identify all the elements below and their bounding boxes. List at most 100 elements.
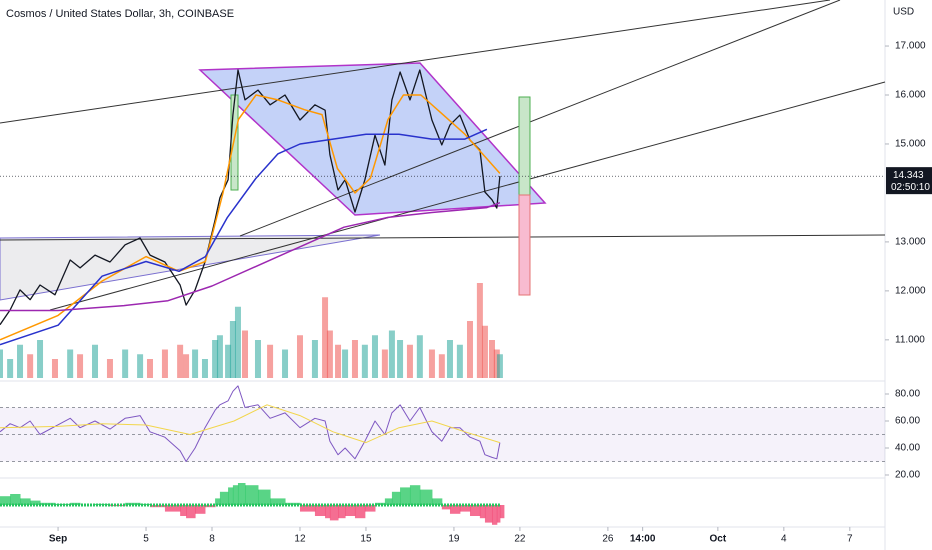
x-tick-label: 4 (781, 534, 787, 545)
volume-bar (17, 344, 24, 378)
volume-bar (216, 335, 223, 378)
volume-bar (476, 283, 483, 378)
x-tick-label: 14:00 (630, 534, 656, 545)
volume-bar (77, 354, 84, 378)
volume-bar (92, 344, 99, 378)
x-tick-label: 19 (448, 534, 460, 545)
y-tick-label: 20.00 (895, 470, 920, 481)
volume-bar (416, 335, 423, 378)
oscillator-bar (228, 487, 234, 505)
oscillator-bar (345, 505, 356, 516)
last-price-label: 14.343 (893, 170, 924, 181)
volume-bar (456, 344, 463, 378)
oscillator-bar (354, 505, 366, 519)
oscillator-bar (391, 491, 401, 505)
volume-bar (0, 349, 3, 378)
volume-bar (311, 340, 318, 378)
volume-bar (67, 349, 74, 378)
y-tick-label: 12.000 (895, 286, 926, 297)
x-tick-label: Oct (710, 534, 727, 545)
oscillator-bar (245, 485, 259, 505)
moving-average (0, 128, 488, 346)
oscillator-bar (431, 498, 443, 505)
oscillator-bar (384, 498, 393, 505)
volume-bar (446, 340, 453, 378)
volume-bar (351, 340, 358, 378)
volume-bar (212, 340, 219, 378)
oscillator-bar (232, 485, 239, 505)
volume-bar (342, 349, 349, 378)
volume-bar (496, 354, 503, 378)
y-tick-label: 40.00 (895, 443, 920, 454)
oscillator-bar (325, 505, 331, 519)
oscillator-bar (409, 485, 421, 505)
volume-bar (481, 325, 488, 378)
volume-bar (335, 344, 342, 378)
volume-bar (242, 330, 249, 378)
y-tick-label: 15.000 (895, 139, 926, 150)
x-tick-label: 7 (847, 534, 853, 545)
oscillator-bar (30, 500, 41, 505)
price-line (0, 69, 501, 326)
volume-bar (27, 354, 34, 378)
trend-line (239, 0, 841, 237)
volume-bar (428, 349, 435, 378)
position-box (230, 94, 239, 191)
oscillator-bar (195, 505, 206, 514)
volume-bar (106, 359, 113, 378)
x-tick-label: 8 (209, 534, 215, 545)
volume-bar (177, 344, 184, 378)
oscillator-bar (164, 505, 181, 512)
oscillator-bar (40, 502, 56, 505)
moving-average (0, 94, 501, 341)
oscillator-bar (484, 505, 493, 523)
chart-title: Cosmos / United States Dollar, 3h, COINB… (6, 8, 234, 20)
oscillator-bar (270, 498, 286, 505)
volume-bar (51, 359, 58, 378)
oscillator-bar (215, 498, 221, 505)
y-tick-label: 16.000 (895, 90, 926, 101)
volume-bar (161, 349, 168, 378)
oscillator-bar (374, 502, 386, 505)
y-tick-label: 17.000 (895, 41, 926, 52)
oscillator-bar (186, 505, 196, 519)
y-tick-label: 80.00 (895, 389, 920, 400)
oscillator-bar (479, 505, 486, 519)
oscillator-bar (496, 505, 501, 523)
volume-bar (493, 349, 500, 378)
volume-bar (201, 359, 208, 378)
last-price-box (886, 167, 932, 195)
oscillator-bar (329, 505, 339, 521)
oscillator-bar (219, 491, 229, 505)
volume-bar (183, 354, 190, 378)
volume-bar (438, 354, 445, 378)
trend-line (0, 234, 886, 241)
volume-bar (488, 340, 495, 378)
volume-bar (37, 340, 44, 378)
oscillator-bar (364, 505, 376, 512)
position-box (518, 194, 531, 296)
rsi-ma-line (0, 404, 501, 444)
oscillator-bar (180, 505, 187, 516)
oscillator-bar (338, 505, 346, 519)
volume-bar (406, 344, 413, 378)
x-tick-label: 15 (360, 534, 372, 545)
oscillator-bar (314, 505, 326, 516)
x-tick-label: Sep (49, 534, 67, 545)
volume-bar (296, 335, 303, 378)
oscillator-bar (441, 505, 451, 510)
oscillator-bar (400, 487, 411, 505)
oscillator-bar (0, 496, 11, 505)
position-box (518, 96, 531, 196)
volume-bar (7, 359, 14, 378)
y-tick-label: 60.00 (895, 416, 920, 427)
volume-bar (192, 349, 199, 378)
y-tick-label: 13.000 (895, 237, 926, 248)
x-tick-label: 22 (514, 534, 526, 545)
volume-bar (254, 340, 261, 378)
volume-bar (146, 359, 153, 378)
oscillator-bar (10, 494, 21, 505)
volume-bar (229, 321, 236, 378)
